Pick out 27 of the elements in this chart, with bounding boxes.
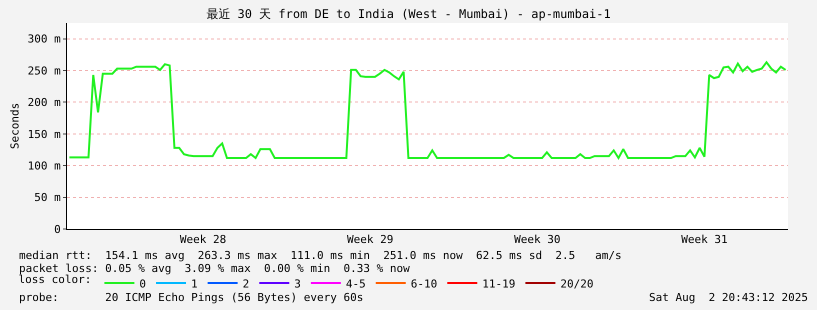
y-tick-label: 200 m (28, 96, 62, 110)
x-tick-label: Week 28 (180, 233, 226, 246)
legend-label: 3 (294, 277, 301, 290)
legend-label: 11-19 (482, 277, 516, 290)
y-tick-label: 250 m (28, 64, 62, 78)
x-tick-label: Week 30 (514, 233, 560, 246)
legend-label: 6-10 (410, 277, 438, 290)
y-tick-label: 100 m (28, 159, 62, 172)
legend-title: loss color: (18, 272, 92, 286)
legend-label: 2 (242, 277, 250, 290)
text: median rtt: 154.1 ms avg 263.3 ms max 111.0 ms min 251.0 ms now 62.5 ms sd 2.5 am/s (19, 249, 622, 262)
line-series (68, 61, 787, 160)
chart-title: 最近 30 天 from DE to India (West - Mumbai) - ap-mumbai-1 (206, 7, 611, 22)
x-tick-label: Week 29 (347, 233, 394, 246)
y-tick-label: 300 m (28, 32, 62, 46)
y-tick-label: 150 m (28, 128, 62, 141)
y-tick-label: 0 (54, 222, 61, 236)
legend-label: 1 (191, 277, 198, 290)
y-axis-title: Seconds (8, 102, 22, 150)
legend-label: 0 (139, 277, 146, 290)
legend-label: 4-5 (346, 277, 366, 290)
y-tick-label: 50 m (34, 191, 62, 204)
text: packet loss: 0.05 % avg 3.09 % max 0.00 % min 0.33 % now (19, 262, 410, 275)
text: probe: 20 ICMP Echo Pings (56 Bytes) every 60s (19, 291, 364, 304)
legend-label: 20/20 (560, 277, 594, 290)
text: Sat Aug 2 20:43:12 2025 (649, 291, 808, 304)
x-tick-label: Week 31 (681, 233, 728, 246)
